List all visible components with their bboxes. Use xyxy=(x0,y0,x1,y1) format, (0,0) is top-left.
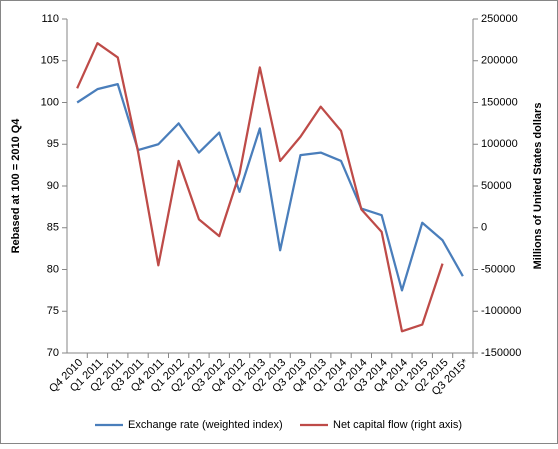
y2-tick-label: 0 xyxy=(481,222,487,234)
y-axis-title: Rebased at 100 = 2010 Q4 xyxy=(10,118,22,254)
y-tick-label: 85 xyxy=(47,222,59,234)
y-tick-label: 75 xyxy=(47,305,59,317)
series-line xyxy=(76,83,464,292)
y-tick-label: 80 xyxy=(47,263,59,275)
y2-tick-label: 200000 xyxy=(481,55,518,67)
y-tick-label: 100 xyxy=(41,96,59,108)
y-tick-label: 90 xyxy=(47,180,59,192)
y-tick-label: 70 xyxy=(47,347,59,359)
legend-label: Net capital flow (right axis) xyxy=(333,419,462,431)
y2-tick-label: -100000 xyxy=(481,305,521,317)
y2-tick-label: -150000 xyxy=(481,347,521,359)
y-tick-label: 105 xyxy=(41,55,59,67)
series-line xyxy=(76,42,444,333)
y2-tick-label: 150000 xyxy=(481,96,518,108)
legend-label: Exchange rate (weighted index) xyxy=(128,419,283,431)
y2-tick-label: 100000 xyxy=(481,138,518,150)
y-tick-label: 95 xyxy=(47,138,59,150)
y2-axis-title: Millions of United States dollars xyxy=(532,103,544,270)
y2-tick-label: -50000 xyxy=(481,263,515,275)
y2-tick-label: 250000 xyxy=(481,13,518,25)
y-tick-label: 110 xyxy=(41,13,59,25)
y2-tick-label: 50000 xyxy=(481,180,512,192)
